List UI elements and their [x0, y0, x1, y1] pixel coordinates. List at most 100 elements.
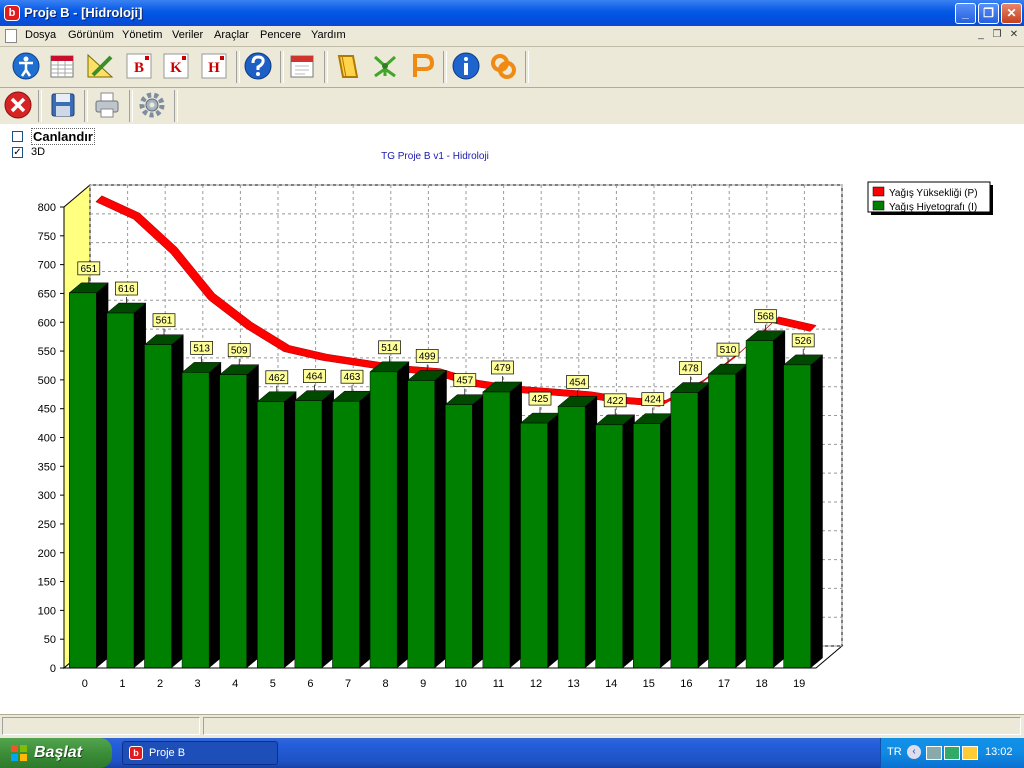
- data-label-box: [227, 343, 251, 358]
- data-label: 479: [494, 363, 511, 374]
- minimize-button[interactable]: _: [955, 3, 976, 24]
- printer-icon: [95, 92, 119, 118]
- bar-front: [633, 423, 661, 669]
- bar-front: [294, 400, 323, 669]
- y-tick-label: 400: [38, 433, 56, 445]
- data-label-box: [152, 313, 176, 328]
- bar: [444, 394, 486, 669]
- menu-bar: Dosya Görünüm Yönetim Veriler Araçlar Pe…: [0, 26, 1024, 47]
- menu-yonetim[interactable]: Yönetim: [122, 29, 163, 41]
- network-tray-icon[interactable]: [926, 746, 942, 760]
- bar-front: [520, 422, 548, 669]
- bar: [632, 413, 674, 669]
- data-label: 513: [193, 343, 210, 354]
- info-button[interactable]: [451, 51, 481, 81]
- p-tool-button[interactable]: [407, 51, 437, 81]
- x-tick-label: 13: [567, 678, 579, 690]
- menu-araclar[interactable]: Araçlar: [214, 29, 249, 41]
- data-label-box: [603, 393, 627, 408]
- display-tray-icon[interactable]: [944, 746, 960, 760]
- y-tick-label: 450: [38, 404, 56, 416]
- bar: [782, 354, 824, 669]
- x-tick-label: 16: [680, 678, 692, 690]
- menu-gorunum[interactable]: Görünüm: [68, 29, 114, 41]
- bar: [143, 334, 185, 669]
- accessibility-button[interactable]: [11, 51, 41, 81]
- y-tick-label: 700: [38, 260, 56, 272]
- menu-pencere[interactable]: Pencere: [260, 29, 301, 41]
- mdi-close-button[interactable]: ✕: [1009, 29, 1019, 40]
- x-tick-label: 5: [270, 678, 276, 690]
- animate-checkbox[interactable]: [12, 131, 23, 142]
- device-tray-icon[interactable]: [962, 746, 978, 760]
- calendar-button[interactable]: [287, 51, 317, 81]
- save-button[interactable]: [48, 90, 78, 120]
- mdi-restore-button[interactable]: ❐: [992, 29, 1002, 40]
- data-label: 425: [532, 394, 549, 405]
- bar-side: [359, 391, 372, 668]
- toolbar-separator: [174, 90, 178, 122]
- x-tick-label: 11: [493, 678, 504, 690]
- bar: [68, 282, 110, 669]
- menu-veriler[interactable]: Veriler: [172, 29, 204, 41]
- notes-button[interactable]: [333, 51, 363, 81]
- maximize-button[interactable]: ❐: [978, 3, 999, 24]
- settings-button[interactable]: [137, 90, 167, 120]
- tray-expand-icon[interactable]: ‹: [907, 745, 921, 759]
- chart-legend: Yağış Yüksekliği (P) Yağış Hiyetografı (I…: [867, 181, 993, 215]
- bar-front: [257, 401, 285, 669]
- bar-front: [181, 372, 210, 669]
- y-tick-label: 550: [38, 346, 56, 358]
- start-button[interactable]: Başlat: [0, 738, 112, 768]
- close-button[interactable]: ✕: [1001, 3, 1022, 24]
- bar-front: [69, 292, 97, 669]
- info-icon: [452, 52, 480, 80]
- bar: [218, 364, 260, 669]
- bar-side: [660, 413, 673, 668]
- x-tick-label: 7: [345, 678, 351, 690]
- language-indicator[interactable]: TR: [887, 746, 902, 758]
- network-button[interactable]: [370, 51, 400, 81]
- drawing-tools-button[interactable]: [85, 51, 115, 81]
- save-icon: [51, 93, 75, 117]
- app-icon: b: [4, 5, 20, 21]
- rainfall-height-series: [95, 195, 817, 407]
- k-report-button[interactable]: K: [161, 51, 191, 81]
- chart-title: TG Proje B v1 - Hidroloji: [381, 151, 489, 162]
- document-icon[interactable]: [5, 29, 17, 43]
- data-label-box: [679, 361, 702, 375]
- toolbar-separator: [236, 51, 240, 83]
- b-report-button[interactable]: B: [124, 51, 154, 81]
- x-tick-label: 15: [643, 678, 655, 690]
- print-button[interactable]: [92, 90, 122, 120]
- h-report-button[interactable]: H: [199, 51, 229, 81]
- bar: [707, 363, 749, 669]
- y-tick-label: 750: [38, 231, 56, 243]
- data-label: 510: [720, 345, 737, 356]
- menu-dosya[interactable]: Dosya: [25, 29, 57, 41]
- threed-checkbox[interactable]: ✓: [12, 147, 23, 158]
- taskbar-item-proje-b[interactable]: b Proje B: [122, 741, 278, 765]
- mdi-minimize-button[interactable]: _: [978, 29, 984, 40]
- table-button[interactable]: [47, 51, 77, 81]
- data-label: 457: [456, 376, 473, 387]
- secondary-toolbar: [0, 88, 1024, 125]
- drawing-tools-icon: [87, 53, 114, 78]
- x-tick-label: 4: [232, 678, 238, 690]
- y-tick-label: 50: [44, 634, 56, 646]
- data-label: 454: [569, 377, 586, 388]
- menu-yardim[interactable]: Yardım: [311, 29, 346, 41]
- data-label: 499: [419, 351, 436, 362]
- threed-label: 3D: [31, 146, 46, 158]
- bar: [745, 330, 786, 669]
- exit-button[interactable]: [3, 90, 33, 120]
- b-report-icon: B: [126, 53, 152, 79]
- bar-front: [445, 404, 473, 669]
- plugin-button[interactable]: [488, 51, 518, 81]
- data-label: 568: [757, 312, 774, 323]
- data-label: 526: [795, 336, 812, 347]
- help-button[interactable]: [243, 51, 273, 81]
- bar: [594, 414, 636, 669]
- y-tick-label: 100: [38, 605, 56, 617]
- legend-label: Yağış Hiyetografı (I): [889, 202, 977, 213]
